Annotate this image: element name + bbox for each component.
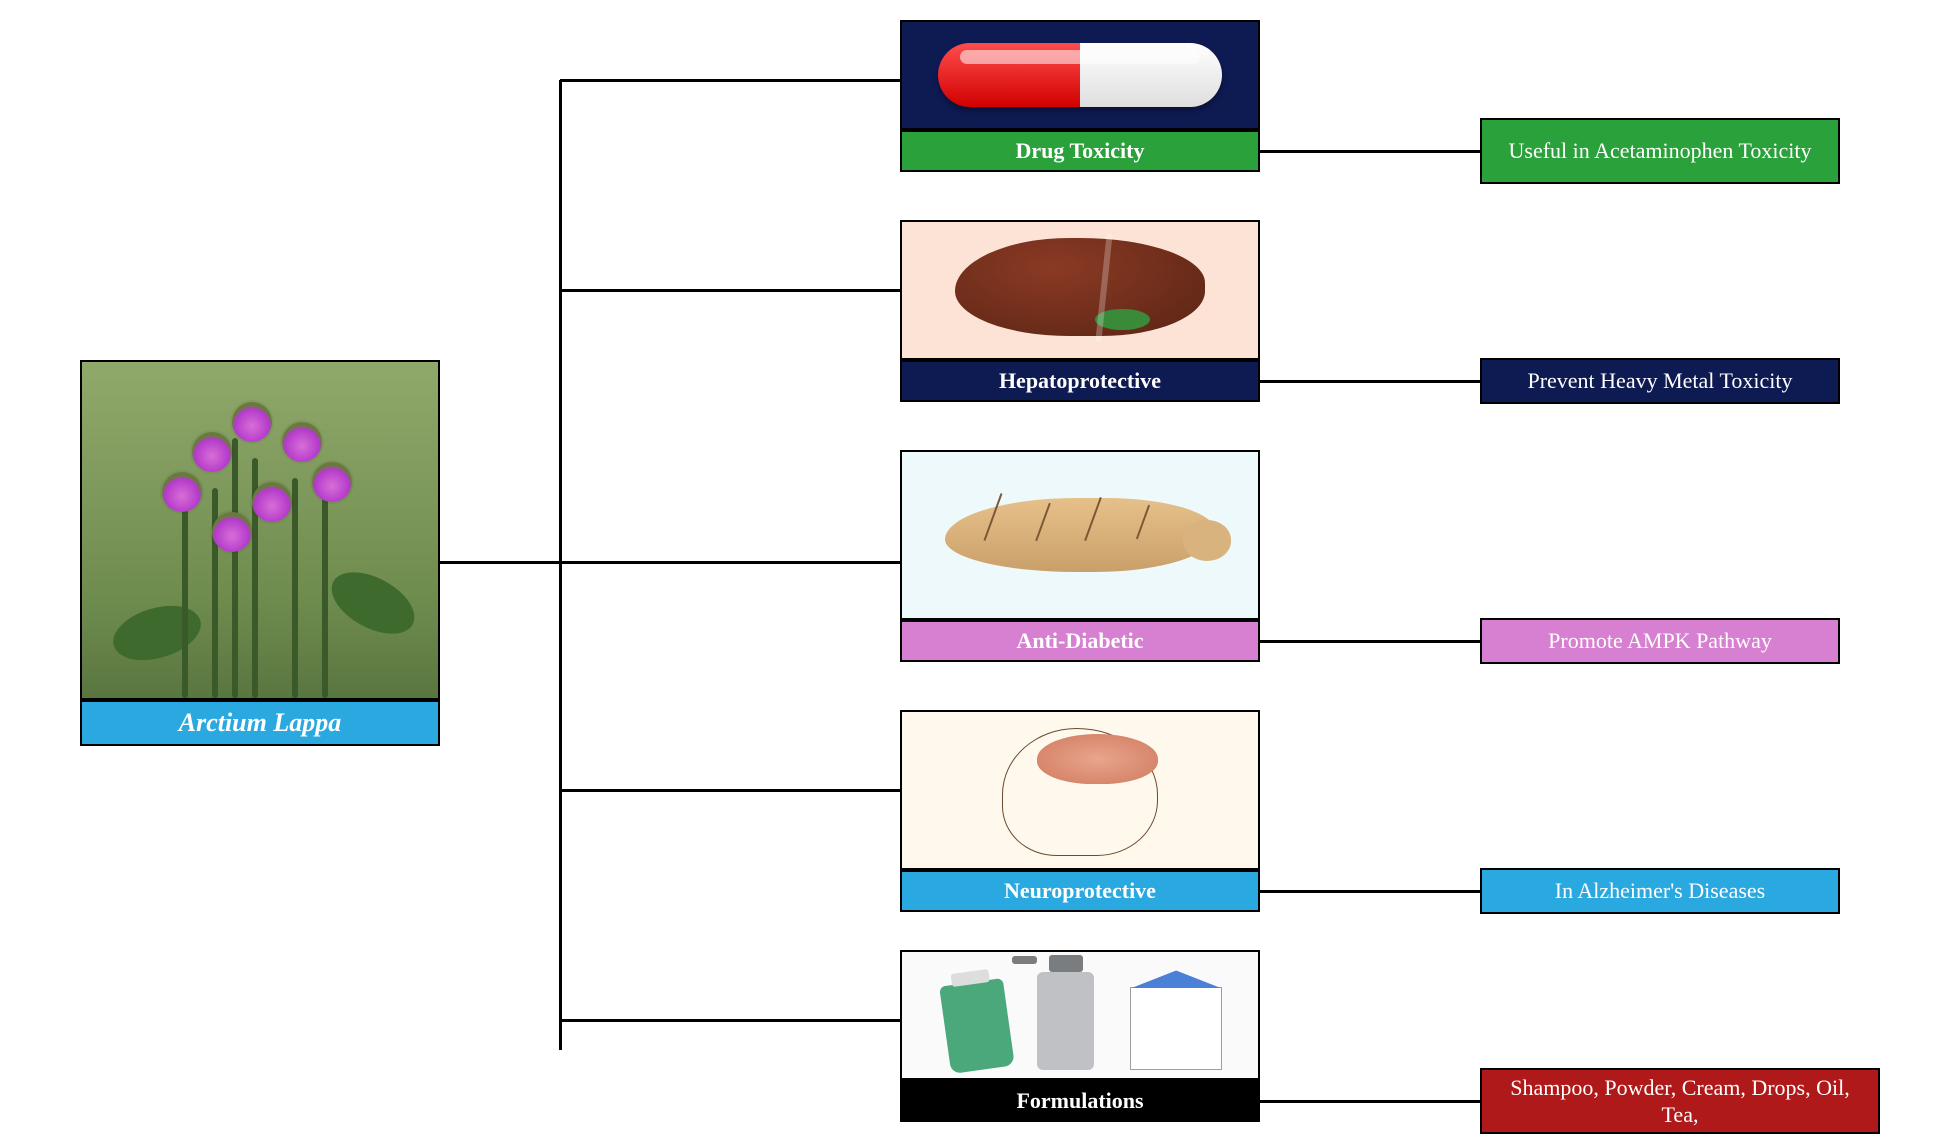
brain-icon bbox=[902, 712, 1258, 868]
liver-icon bbox=[902, 222, 1258, 358]
desc-hepatoprotective: Prevent Heavy Metal Toxicity bbox=[1480, 358, 1840, 404]
connector-h bbox=[1260, 1100, 1480, 1103]
branch-image-hepatoprotective bbox=[900, 220, 1260, 360]
label-drug_toxicity: Drug Toxicity bbox=[900, 130, 1260, 172]
products-icon bbox=[902, 952, 1258, 1078]
connector-h bbox=[440, 561, 560, 564]
desc-formulations: Shampoo, Powder, Cream, Drops, Oil, Tea, bbox=[1480, 1068, 1880, 1134]
connector-h bbox=[560, 1019, 900, 1022]
connector-h bbox=[560, 561, 900, 564]
connector-h bbox=[1260, 890, 1480, 893]
desc-anti_diabetic: Promote AMPK Pathway bbox=[1480, 618, 1840, 664]
connector-h bbox=[1260, 380, 1480, 383]
connector-h bbox=[560, 79, 900, 82]
branch-image-neuroprotective bbox=[900, 710, 1260, 870]
label-neuroprotective: Neuroprotective bbox=[900, 870, 1260, 912]
desc-drug_toxicity: Useful in Acetaminophen Toxicity bbox=[1480, 118, 1840, 184]
branch-image-drug_toxicity bbox=[900, 20, 1260, 130]
desc-neuroprotective: In Alzheimer's Diseases bbox=[1480, 868, 1840, 914]
pancreas-icon bbox=[902, 452, 1258, 618]
connector-h bbox=[1260, 640, 1480, 643]
root-label: Arctium Lappa bbox=[80, 700, 440, 746]
branch-image-anti_diabetic bbox=[900, 450, 1260, 620]
connector-h bbox=[1260, 150, 1480, 153]
connector-h bbox=[560, 789, 900, 792]
label-hepatoprotective: Hepatoprotective bbox=[900, 360, 1260, 402]
capsule-icon bbox=[902, 22, 1258, 128]
label-anti_diabetic: Anti-Diabetic bbox=[900, 620, 1260, 662]
root-image bbox=[80, 360, 440, 700]
label-formulations: Formulations bbox=[900, 1080, 1260, 1122]
connector-v bbox=[559, 80, 562, 1050]
connector-h bbox=[560, 289, 900, 292]
thistle-plant-icon bbox=[82, 362, 438, 698]
branch-image-formulations bbox=[900, 950, 1260, 1080]
